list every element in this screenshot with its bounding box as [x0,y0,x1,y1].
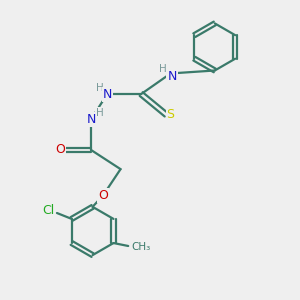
Text: N: N [86,112,96,126]
Text: N: N [103,88,112,100]
Text: CH₃: CH₃ [132,242,151,253]
Text: Cl: Cl [42,204,54,217]
Text: O: O [98,189,108,202]
Text: N: N [167,70,177,83]
Text: H: H [159,64,167,74]
Text: S: S [167,108,175,121]
Text: H: H [96,83,104,93]
Text: O: O [55,143,65,157]
Text: H: H [96,108,104,118]
